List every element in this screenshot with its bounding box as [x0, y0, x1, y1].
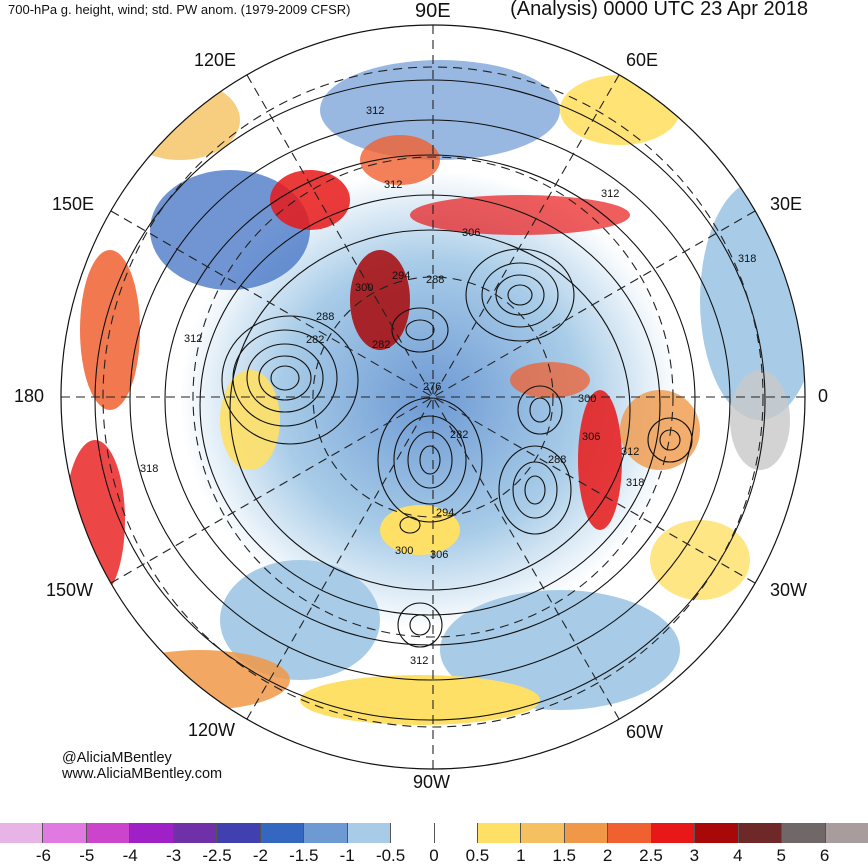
colorbar-tick-label: 1	[516, 846, 526, 865]
colorbar-swatch	[43, 823, 87, 843]
colorbar-tick-label: -2	[252, 846, 268, 865]
contour-label: 306	[462, 227, 480, 239]
contour-label: 318	[738, 253, 756, 265]
colorbar-swatch	[0, 823, 44, 843]
colorbar-tick-label: -0.5	[375, 846, 406, 865]
lon-label-60e: 60E	[626, 50, 659, 70]
contour-label: 306	[430, 549, 448, 561]
colorbar-swatch	[738, 823, 783, 843]
colorbar-swatch	[434, 823, 478, 843]
pw-anomaly-field	[65, 60, 805, 725]
lon-label-180: 180	[14, 386, 45, 406]
colorbar-swatch	[608, 823, 652, 843]
colorbar-swatch	[825, 823, 868, 843]
colorbar-tick-label: -1	[339, 846, 355, 865]
colorbar-tick-label: 4	[733, 846, 743, 865]
colorbar-swatch	[477, 823, 522, 843]
contour-label: 294	[436, 507, 454, 519]
chart-subtitle: 700-hPa g. height, wind; std. PW anom. (…	[8, 2, 351, 17]
contour-label: 282	[372, 339, 390, 351]
contour-label: 312	[621, 446, 639, 458]
colorbar-ticks: -6 -5 -4 -3 -2.5 -2 -1.5 -1 -0.5 0 0.5 1 1.5 2 2.5 3 4 5 6	[0, 846, 868, 865]
contour-label: 312	[184, 333, 202, 345]
contour-label-group: 312 312 312 306 318 300 294 288 288 282 …	[140, 105, 756, 667]
lon-label-150e: 150E	[52, 194, 95, 214]
contour-label: 300	[578, 393, 596, 405]
colorbar-swatch	[564, 823, 609, 843]
colorbar-swatch	[521, 823, 565, 843]
colorbar	[0, 823, 868, 843]
colorbar-tick-label: 3	[689, 846, 700, 865]
contour-label: 276	[423, 381, 441, 393]
lon-label-30e: 30E	[770, 194, 803, 214]
contour-label: 300	[395, 545, 413, 557]
colorbar-tick-label: -1.5	[289, 846, 319, 865]
colorbar-tick-label: 5	[776, 846, 786, 865]
contour-label: 312	[366, 105, 384, 117]
colorbar-swatch	[782, 823, 826, 843]
colorbar-swatch	[260, 823, 305, 843]
polar-map: 312 312 312 306 318 300 294 288 288 282 …	[60, 24, 806, 770]
colorbar-tick-label: -5	[79, 846, 95, 865]
contour-label: 288	[426, 274, 444, 286]
colorbar-tick-label: 2	[602, 846, 613, 865]
contour-label: 306	[582, 431, 600, 443]
colorbar-swatch	[651, 823, 696, 843]
lon-label-120w: 120W	[188, 720, 236, 740]
colorbar-swatch	[130, 823, 174, 843]
map-border	[60, 24, 806, 770]
lon-label-120e: 120E	[194, 50, 237, 70]
contour-label: 300	[355, 282, 373, 294]
lon-label-90e: 90E	[415, 0, 451, 22]
colorbar-tick-label: -4	[122, 846, 138, 865]
contour-label: 294	[392, 270, 410, 282]
colorbar-swatch	[304, 823, 348, 843]
credit-website[interactable]: www.AliciaMBentley.com	[62, 766, 223, 782]
contour-label: 312	[410, 655, 428, 667]
contour-label: 312	[384, 179, 402, 191]
colorbar-tick-label: 1.5	[552, 846, 577, 865]
colorbar-tick-label: -2.5	[202, 846, 232, 865]
contour-label: 318	[140, 463, 158, 475]
lon-label-0: 0	[818, 386, 829, 406]
colorbar-swatch	[347, 823, 392, 843]
colorbar-tick-label: 6	[819, 846, 830, 865]
chart-title: (Analysis) 0000 UTC 23 Apr 2018	[510, 0, 808, 20]
contour-label: 282	[306, 334, 324, 346]
colorbar-swatch	[173, 823, 218, 843]
height-contours	[94, 79, 766, 721]
lon-label-30w: 30W	[770, 580, 808, 600]
contour-label: 288	[548, 454, 566, 466]
colorbar-swatch	[86, 823, 131, 843]
contour-label: 282	[450, 429, 468, 441]
colorbar-tick-label: 2.5	[639, 846, 663, 865]
contour-label: 318	[626, 477, 644, 489]
colorbar-tick-label: 0	[429, 846, 439, 865]
colorbar-tick-label: -3	[166, 846, 182, 865]
colorbar-tick-label: -6	[35, 846, 51, 865]
contour-label: 288	[316, 311, 334, 323]
colorbar-swatch	[391, 823, 435, 843]
credit-handle: @AliciaMBentley	[62, 750, 172, 766]
colorbar-swatch	[695, 823, 739, 843]
lon-label-60w: 60W	[626, 722, 664, 742]
lon-label-90w: 90W	[413, 772, 451, 792]
graticule	[61, 25, 805, 769]
colorbar-swatch	[217, 823, 261, 843]
lon-label-150w: 150W	[46, 580, 94, 600]
colorbar-tick-label: 0.5	[465, 846, 490, 865]
contour-label: 312	[601, 188, 619, 200]
